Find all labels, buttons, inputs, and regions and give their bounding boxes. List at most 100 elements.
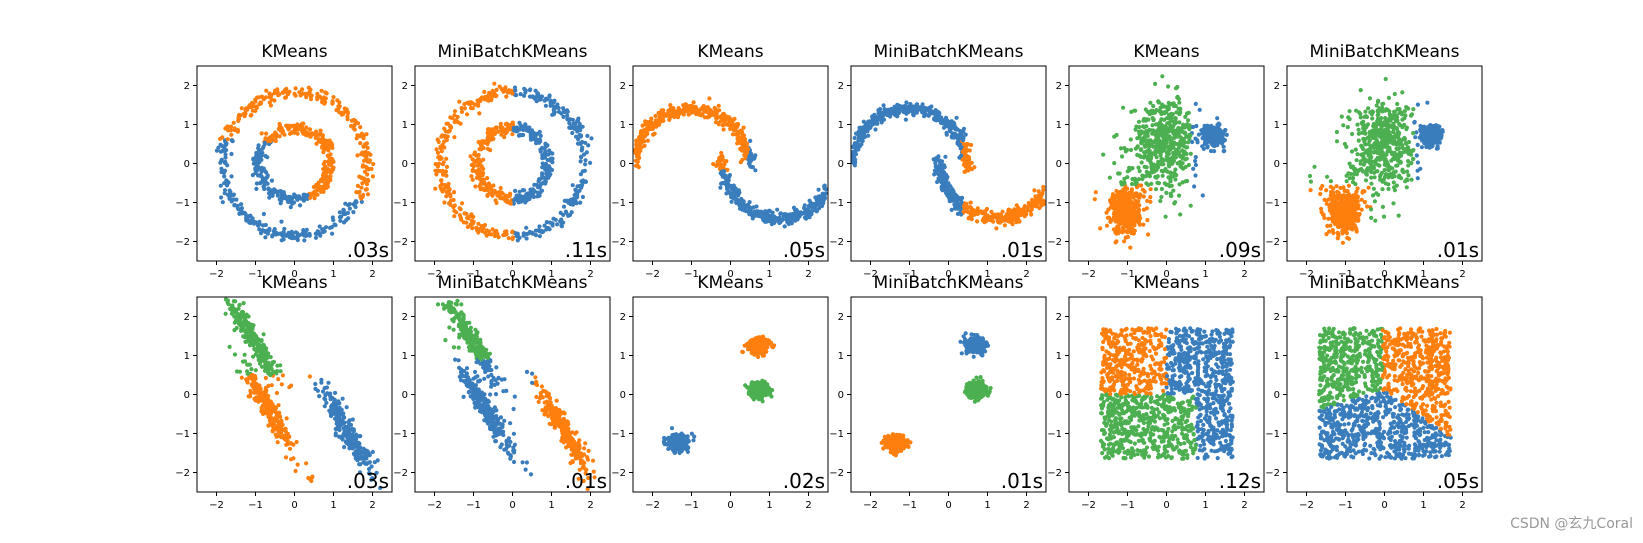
data-point xyxy=(249,112,254,118)
data-point xyxy=(575,193,580,198)
data-point xyxy=(470,106,475,111)
data-point xyxy=(223,155,228,160)
data-point xyxy=(452,109,458,114)
data-point xyxy=(1127,218,1133,224)
data-point xyxy=(536,179,541,184)
timing-label: .01s xyxy=(1001,238,1043,262)
data-point xyxy=(1328,179,1333,184)
data-point xyxy=(258,151,263,156)
data-point xyxy=(1174,173,1179,178)
data-point xyxy=(1331,186,1336,191)
data-point xyxy=(321,189,326,194)
data-point xyxy=(256,95,261,100)
data-point xyxy=(258,101,264,106)
data-point xyxy=(458,215,463,221)
data-point xyxy=(1158,148,1163,153)
data-point xyxy=(239,106,244,111)
data-point xyxy=(345,117,350,122)
data-point xyxy=(1373,218,1378,223)
data-point xyxy=(881,110,886,115)
data-point xyxy=(1173,86,1179,91)
data-point xyxy=(284,123,290,129)
data-point xyxy=(263,95,268,100)
data-point xyxy=(301,121,306,126)
data-point xyxy=(1105,215,1110,220)
data-point xyxy=(329,225,334,230)
data-point xyxy=(538,147,543,152)
data-point xyxy=(638,148,643,153)
data-point xyxy=(1178,110,1183,115)
data-point xyxy=(333,223,338,228)
data-point xyxy=(481,157,486,162)
data-point xyxy=(716,103,721,108)
data-point xyxy=(730,132,736,137)
data-point xyxy=(938,178,943,183)
data-point xyxy=(539,94,545,99)
data-point xyxy=(1182,149,1187,154)
data-point xyxy=(570,183,575,188)
data-point xyxy=(262,140,267,145)
data-point xyxy=(223,126,228,131)
data-point xyxy=(507,200,512,205)
data-point xyxy=(588,160,593,165)
data-point xyxy=(254,181,259,186)
data-point xyxy=(310,191,315,196)
data-point xyxy=(549,167,555,173)
data-point xyxy=(955,200,960,205)
data-point xyxy=(1130,166,1135,171)
data-point xyxy=(1154,155,1159,160)
data-point xyxy=(1164,150,1169,155)
x-tick-label: 2 xyxy=(369,269,375,280)
data-point xyxy=(728,126,733,132)
data-point xyxy=(363,187,368,192)
data-point xyxy=(468,100,473,105)
data-point xyxy=(1122,176,1127,181)
data-point xyxy=(731,183,736,188)
y-tick-label: −2 xyxy=(175,237,190,248)
data-point xyxy=(229,174,234,179)
data-point xyxy=(645,138,651,143)
data-point xyxy=(583,162,588,167)
data-point xyxy=(254,153,259,158)
data-point xyxy=(338,218,343,223)
data-point xyxy=(364,165,369,170)
data-point xyxy=(345,111,350,116)
data-point xyxy=(1168,170,1173,175)
data-point xyxy=(1148,100,1153,105)
data-point xyxy=(1032,188,1037,193)
data-point xyxy=(723,116,729,121)
data-point xyxy=(551,104,556,109)
data-point xyxy=(1188,151,1193,156)
data-point xyxy=(537,224,542,229)
data-point xyxy=(968,200,973,205)
x-tick-label: 0 xyxy=(291,269,297,280)
data-point xyxy=(1002,223,1008,228)
data-point xyxy=(1132,209,1137,214)
data-point xyxy=(1148,199,1153,204)
data-point xyxy=(283,195,288,200)
data-point xyxy=(580,194,586,200)
data-point xyxy=(259,131,264,136)
data-point xyxy=(219,166,224,171)
data-point xyxy=(931,157,936,162)
data-point xyxy=(575,184,580,189)
data-point xyxy=(782,212,787,217)
data-point xyxy=(965,142,971,147)
data-point xyxy=(232,203,237,208)
data-point xyxy=(1121,105,1126,110)
data-point xyxy=(1159,194,1164,200)
data-point xyxy=(580,124,585,129)
data-point xyxy=(1130,177,1135,182)
data-point xyxy=(956,137,961,142)
data-point xyxy=(239,206,244,211)
data-point xyxy=(945,184,950,189)
data-point xyxy=(330,99,335,104)
data-point xyxy=(574,201,579,206)
data-point xyxy=(643,122,648,127)
data-point xyxy=(765,213,770,218)
data-point xyxy=(723,121,728,126)
data-point xyxy=(262,228,267,234)
data-point xyxy=(220,135,225,140)
data-point xyxy=(1308,188,1313,193)
